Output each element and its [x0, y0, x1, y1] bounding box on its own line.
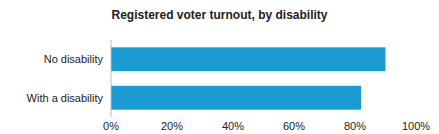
category-label: No disability — [44, 53, 104, 65]
bar — [111, 86, 361, 110]
tick-label: 40% — [222, 120, 244, 132]
bars — [111, 47, 386, 109]
tick-label: 60% — [283, 120, 305, 132]
bar — [111, 47, 386, 71]
axis-line — [111, 40, 112, 117]
title: Registered voter turnout, by disability — [111, 8, 327, 22]
chart-svg: Registered voter turnout, by disability N… — [0, 0, 439, 134]
tick-label: 80% — [344, 120, 366, 132]
chart: Registered voter turnout, by disability N… — [0, 0, 439, 134]
tick-label: 20% — [161, 120, 183, 132]
tick-label: 0% — [103, 120, 119, 132]
tick-label: 100% — [402, 120, 430, 132]
category-label: With a disability — [27, 92, 104, 104]
